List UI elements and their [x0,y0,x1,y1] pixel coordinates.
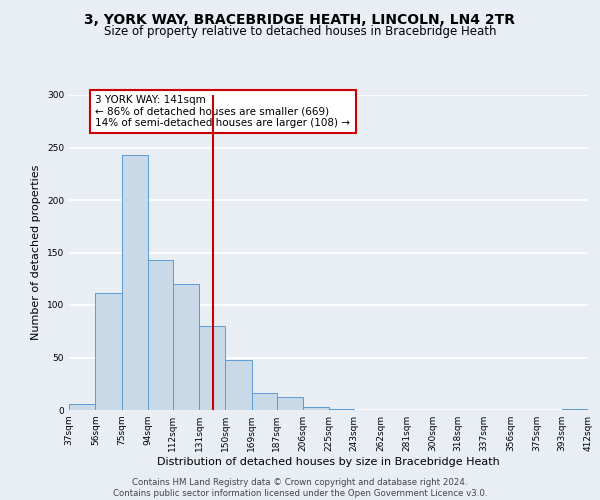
Bar [251,393,277,410]
Bar [303,407,329,410]
Bar [173,284,199,410]
Text: 3 YORK WAY: 141sqm
← 86% of detached houses are smaller (669)
14% of semi-detach: 3 YORK WAY: 141sqm ← 86% of detached hou… [95,95,350,128]
Bar [95,294,122,410]
Bar [148,260,173,410]
Bar [329,409,354,410]
Bar [226,360,251,410]
X-axis label: Distribution of detached houses by size in Bracebridge Heath: Distribution of detached houses by size … [157,457,500,467]
Text: 3, YORK WAY, BRACEBRIDGE HEATH, LINCOLN, LN4 2TR: 3, YORK WAY, BRACEBRIDGE HEATH, LINCOLN,… [85,12,515,26]
Bar [69,404,95,410]
Bar [277,398,303,410]
Y-axis label: Number of detached properties: Number of detached properties [31,165,41,340]
Bar [122,155,148,410]
Text: Contains HM Land Registry data © Crown copyright and database right 2024.
Contai: Contains HM Land Registry data © Crown c… [113,478,487,498]
Bar [562,409,588,410]
Text: Size of property relative to detached houses in Bracebridge Heath: Size of property relative to detached ho… [104,24,496,38]
Bar [199,326,226,410]
